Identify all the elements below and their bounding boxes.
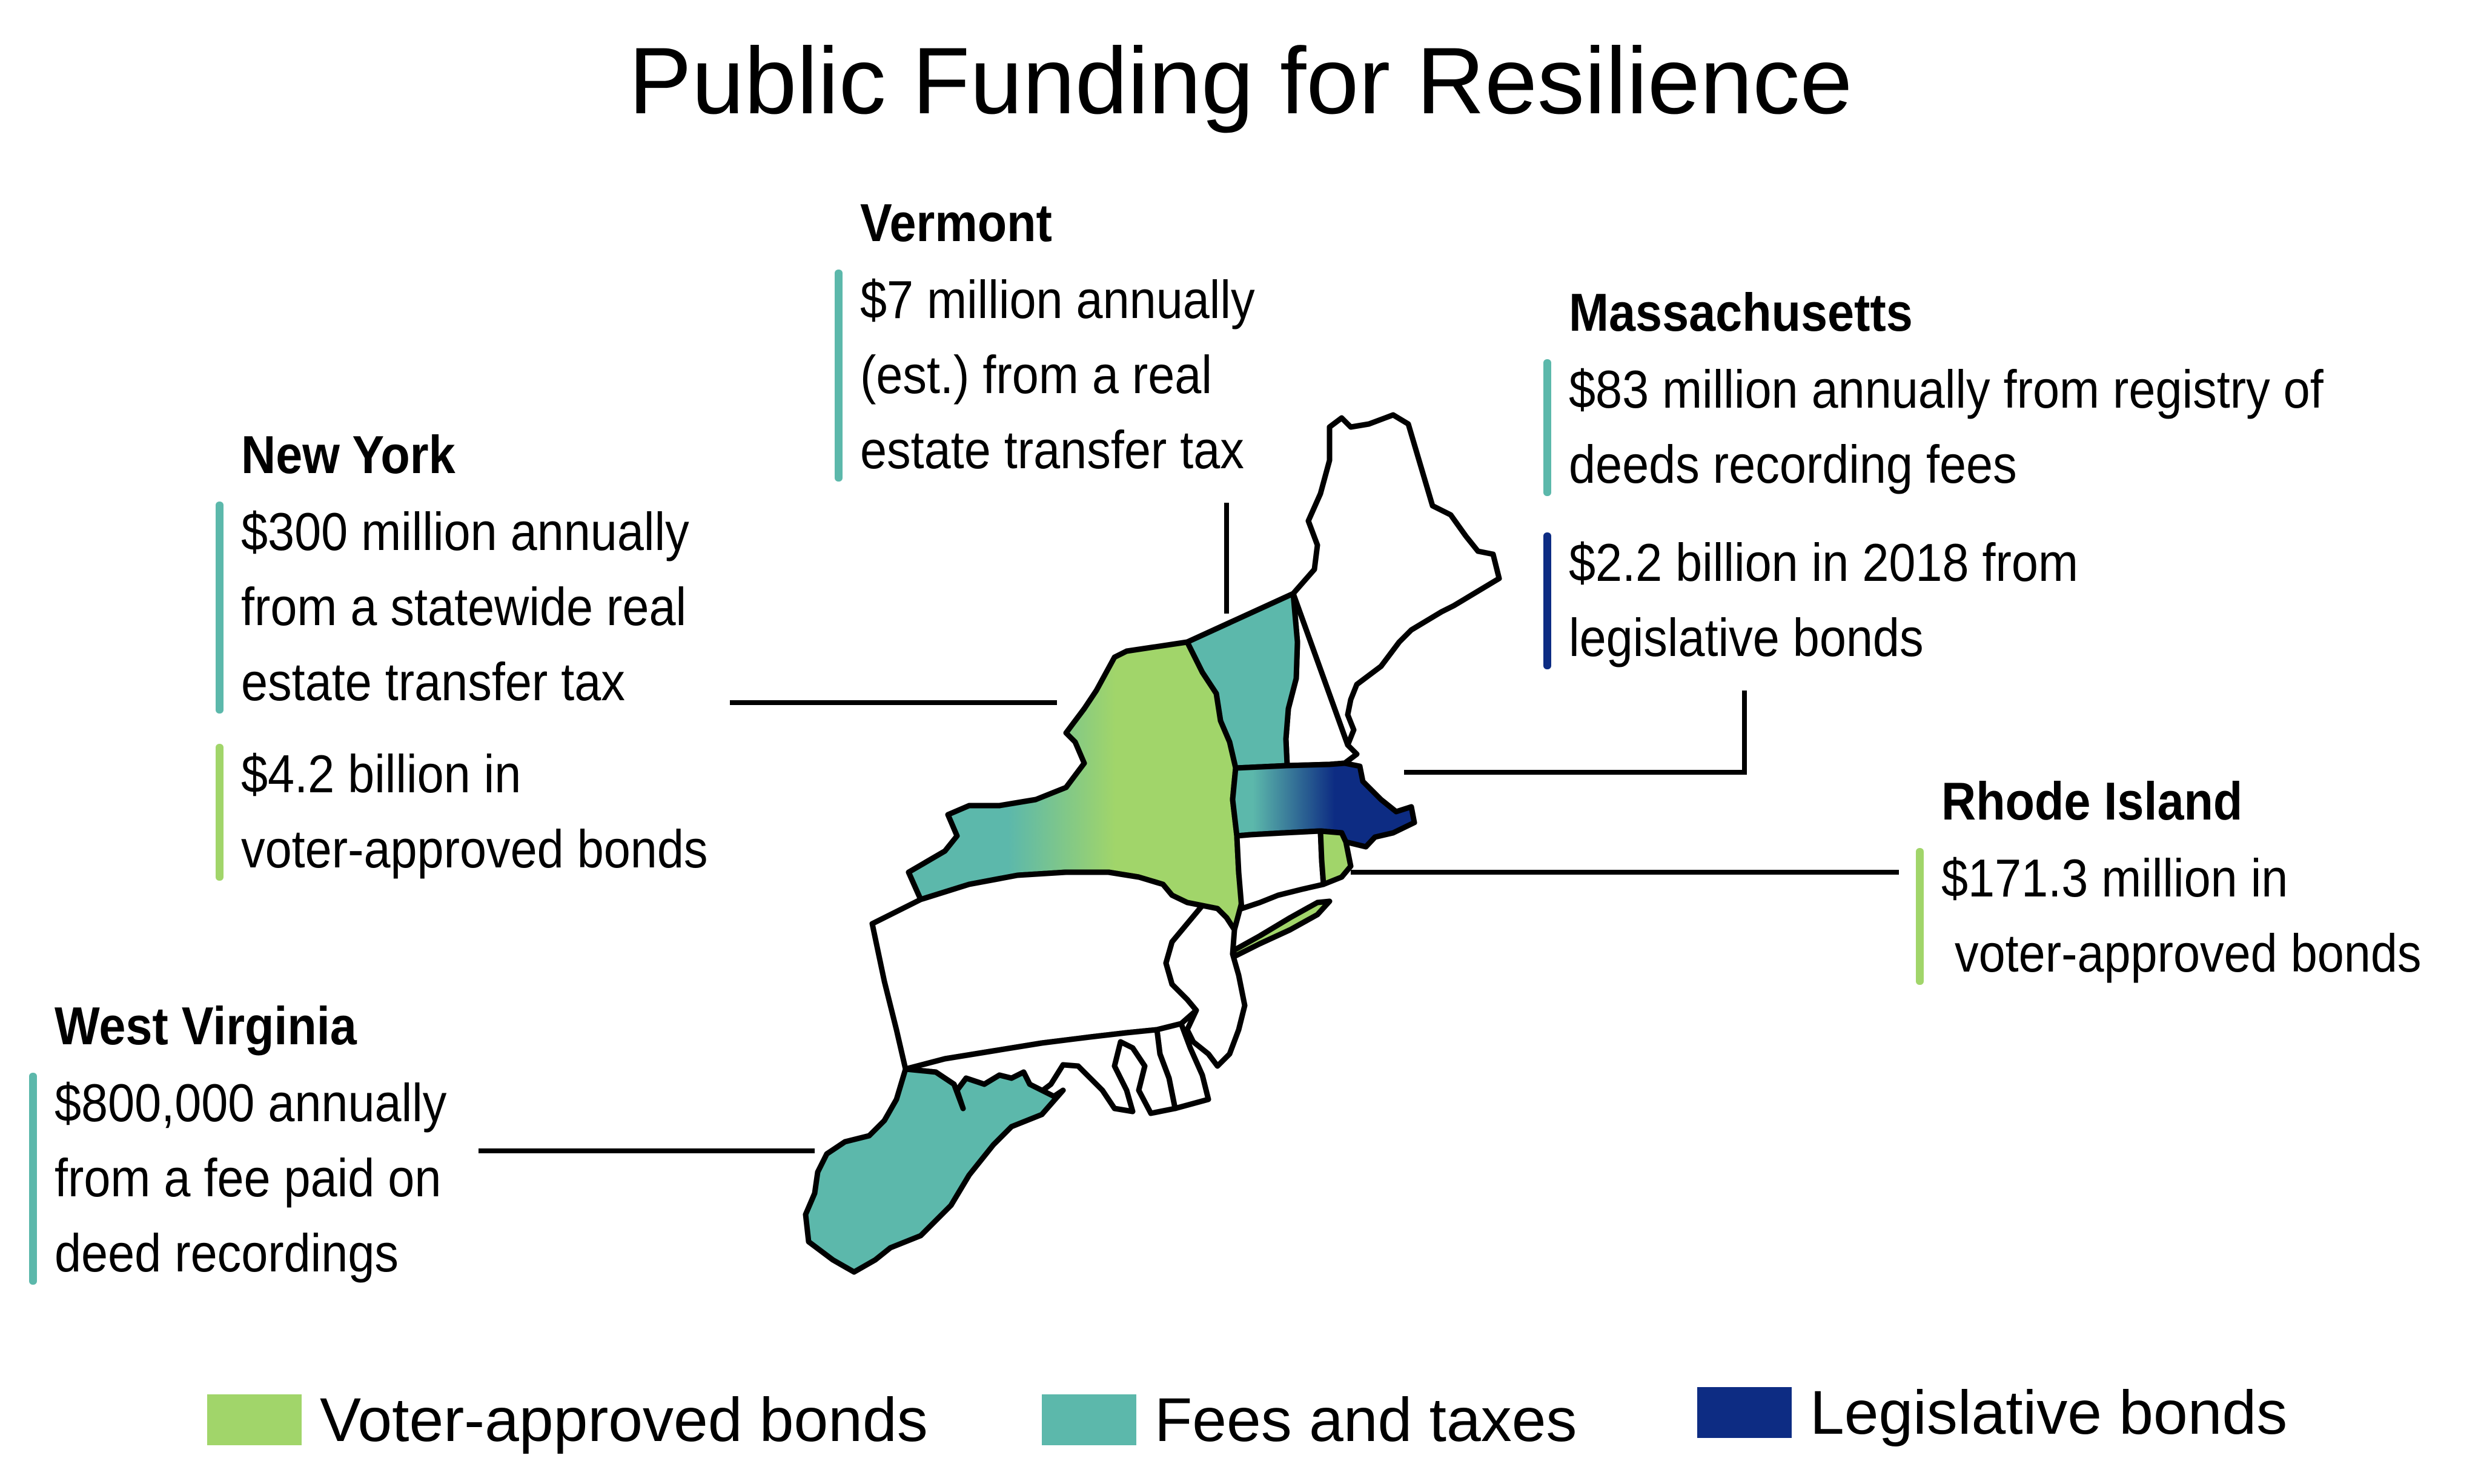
text-line: $4.2 billion in — [241, 744, 522, 804]
text-line: $171.3 million in — [1941, 848, 2288, 908]
text-line: deeds recording fees — [1569, 434, 2017, 494]
long-island — [1230, 898, 1333, 959]
leader-lines — [479, 503, 1899, 1153]
new-jersey-state — [1163, 903, 1248, 1069]
new-york-entry-fees: $300 million annually from a statewide r… — [216, 494, 760, 720]
page-title: Public Funding for Resilience — [628, 28, 1853, 134]
text-line: $7 million annually — [860, 270, 1255, 330]
west-virginia-entry-fees: $800,000 annually from a fee paid on dee… — [29, 1065, 490, 1291]
new-york-entry-voter: $4.2 billion in voter-approved bonds — [216, 737, 760, 887]
massachusetts-entry-fees: $83 million annually from registry of de… — [1543, 352, 2407, 502]
legend-fees-taxes: Fees and taxes — [1042, 1385, 1577, 1454]
legend-swatch-fees-taxes — [1042, 1394, 1136, 1445]
new-york-annotation: New York $300 million annually from a st… — [216, 420, 760, 887]
vermont-entry-fees: $7 million annually (est.) from a real e… — [835, 262, 1299, 488]
text-line: deed recordings — [55, 1223, 399, 1283]
maine-state — [1290, 412, 1502, 748]
fees-taxes-indicator — [835, 270, 843, 482]
west-virginia-state — [803, 1066, 1066, 1275]
text-line: from a statewide real — [241, 577, 687, 637]
legislative-bonds-indicator — [1543, 532, 1551, 669]
massachusetts-entry-legislative: $2.2 billion in 2018 from legislative bo… — [1543, 525, 2407, 675]
voter-bonds-indicator — [1916, 848, 1924, 985]
massachusetts-leader — [1404, 691, 1747, 775]
legend-legislative-bonds: Legislative bonds — [1697, 1378, 2287, 1447]
west-virginia-label: West Virginia — [55, 996, 357, 1056]
massachusetts-annotation: Massachusetts $83 million annually from … — [1543, 277, 2407, 675]
text-line: $2.2 billion in 2018 from — [1569, 532, 2078, 592]
rhode-island-entry-voter: $171.3 million in voter-approved bonds — [1916, 841, 2475, 991]
text-line: voter-approved bonds — [1941, 923, 2422, 983]
new-york-label: New York — [241, 425, 455, 485]
text-line: voter-approved bonds — [241, 819, 708, 879]
connecticut-state — [1234, 828, 1327, 912]
rhode-island-state — [1317, 828, 1354, 887]
massachusetts-label: Massachusetts — [1569, 282, 1913, 342]
text-line: estate transfer tax — [241, 652, 625, 712]
text-line: legislative bonds — [1569, 608, 1924, 667]
fees-taxes-indicator — [216, 502, 224, 714]
text-line: from a fee paid on — [55, 1148, 442, 1208]
text-line: $83 million annually from registry of — [1569, 359, 2324, 419]
legend-swatch-legislative-bonds — [1697, 1387, 1792, 1438]
legend-label: Voter-approved bonds — [320, 1385, 928, 1454]
fees-taxes-indicator — [1543, 359, 1551, 496]
legend-swatch-voter-bonds — [207, 1394, 302, 1445]
vermont-label: Vermont — [860, 193, 1052, 253]
text-line: (est.) from a real — [860, 345, 1212, 405]
vermont-annotation: Vermont $7 million annually (est.) from … — [835, 188, 1299, 488]
text-line: $800,000 annually — [55, 1073, 447, 1133]
fees-taxes-indicator — [29, 1073, 37, 1285]
west-virginia-annotation: West Virginia $800,000 annually from a f… — [29, 991, 490, 1291]
text-line: estate transfer tax — [860, 420, 1244, 480]
voter-bonds-indicator — [216, 744, 224, 881]
rhode-island-annotation: Rhode Island $171.3 million in voter-app… — [1916, 766, 2475, 991]
legend-voter-bonds: Voter-approved bonds — [207, 1385, 928, 1454]
rhode-island-label: Rhode Island — [1941, 771, 2243, 831]
legend-label: Fees and taxes — [1154, 1385, 1577, 1454]
text-line: $300 million annually — [241, 502, 689, 561]
legend-label: Legislative bonds — [1810, 1377, 2288, 1447]
